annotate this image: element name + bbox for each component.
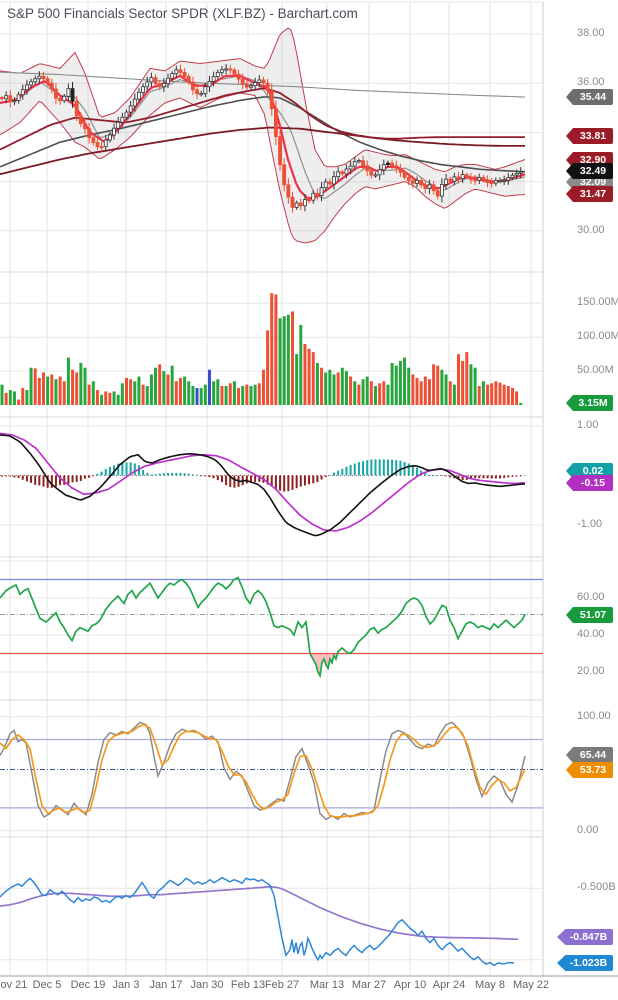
stoch-d-line [0,723,526,818]
price-panel [0,27,526,244]
volume-panel [0,293,523,405]
obv-line [0,876,515,967]
rsi-panel [0,576,543,679]
y-axis-tick: 150.00M [577,296,618,309]
obv-ma-line [0,886,519,941]
x-axis-label: May 8 [475,979,505,991]
x-axis-label: Jan 30 [190,979,224,991]
y-axis-tick: 50.00M [577,364,614,377]
stoch-panel [0,721,543,821]
y-axis-tick: 0.00 [577,823,599,836]
y-axis-tick: 100.00M [577,330,618,343]
y-axis-tick: 40.00 [577,628,605,640]
axis-badge: 31.47 [566,186,613,202]
x-axis-label: Mar 13 [309,979,345,991]
x-axis-label: Nov 21 [0,979,28,991]
x-axis-label: Jan 3 [112,979,140,991]
x-axis-label: Feb 13 [230,979,266,991]
mid-ma-line [0,87,525,151]
macd-line [0,434,526,537]
x-axis-label: Dec 19 [70,979,106,991]
y-axis-tick: 60.00 [577,591,605,603]
x-axis-label: Jan 17 [149,979,183,991]
x-axis-label: Mar 27 [351,979,387,991]
grid-layer [0,1,544,976]
macd-panel [0,432,527,537]
axis-badge: -1.023B [557,955,613,971]
axis-badge: 32.49 [566,163,613,179]
panel-borders [0,271,618,977]
y-axis-tick: -1.00 [577,518,603,530]
axis-badge: 51.07 [566,607,613,623]
long-ma-line [0,126,525,176]
axis-badge: 35.44 [566,89,613,105]
y-axis-tick: 30.00 [577,223,605,236]
y-axis-tick: 20.00 [577,665,605,677]
bollinger-upper-line [0,27,526,173]
axis-badge: 65.44 [566,747,613,763]
y-axis-tick: 38.00 [577,27,605,39]
axis-badge: -0.15 [566,475,613,491]
x-axis-label: Apr 10 [393,979,427,991]
x-axis-label: Feb 27 [264,979,300,991]
axis-badge: 3.15M [566,395,613,411]
sma200-line [0,71,526,98]
y-axis-tick: 100.00 [577,709,611,722]
axis-badge: -0.847B [557,929,613,945]
candles-layer [0,64,523,213]
axis-badge: 53.73 [566,762,613,778]
chart-title: S&P 500 Financials Sector SPDR (XLF.BZ) … [7,6,358,21]
y-axis-tick: -0.500B [577,881,616,894]
y-axis-tick: 36.00 [577,76,605,89]
axis-badge: 33.81 [566,128,613,144]
x-axis-label: Dec 5 [32,979,62,991]
x-axis-label: May 22 [512,979,550,991]
obv-panel [0,876,519,967]
stoch-k-line [0,721,526,821]
rsi-line [0,576,526,679]
x-axis-label: Apr 24 [432,979,466,991]
y-axis-tick: 1.00 [577,419,599,431]
bollinger-lower-line [0,92,526,244]
